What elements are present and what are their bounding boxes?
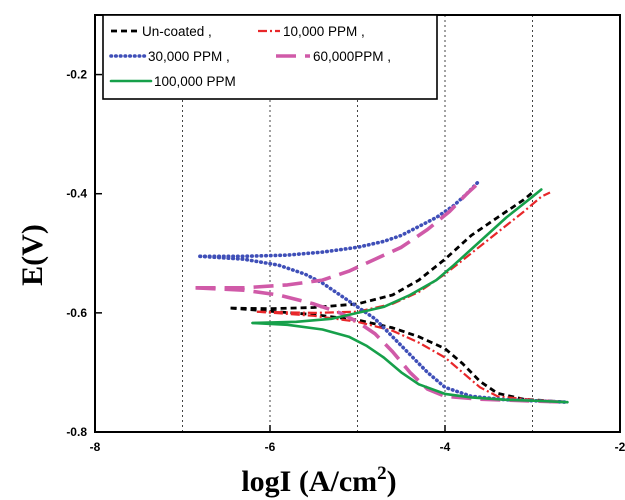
- legend-item: 60,000PPM ,: [276, 49, 391, 64]
- legend-item: 10,000 PPM ,: [258, 24, 365, 39]
- series-line-cathodic: [256, 310, 568, 404]
- series-line-anodic: [195, 180, 482, 290]
- series-line-cathodic: [251, 321, 569, 404]
- series-line-anodic: [230, 191, 534, 311]
- series-line-cathodic: [198, 254, 570, 405]
- x-axis-title: logI (A/cm2): [241, 463, 396, 498]
- y-tick-label: -0.4: [66, 187, 87, 201]
- y-tick-label: -0.8: [66, 425, 87, 439]
- series-line-cathodic: [195, 286, 568, 404]
- legend-item: 30,000 PPM ,: [109, 49, 230, 64]
- series-line-anodic: [256, 191, 551, 314]
- x-tick-label: -8: [90, 440, 101, 454]
- legend-box: [102, 14, 438, 100]
- legend-item: Un-coated ,: [111, 24, 212, 39]
- y-tick-label: -0.2: [66, 68, 87, 82]
- x-axis-title-tail: ): [387, 465, 397, 498]
- x-tick-label: -6: [265, 440, 276, 454]
- x-axis-title-superscript: 2: [377, 463, 387, 484]
- legend-label: 10,000 PPM ,: [283, 24, 365, 39]
- legend-item: 100,000 PPM: [109, 74, 236, 89]
- legend-label: 100,000 PPM: [154, 74, 236, 89]
- y-tick-label: -0.6: [66, 306, 87, 320]
- axis-ticks: -8 -6 -4 -2 -0.8 -0.6 -0.4 -0.2: [66, 68, 625, 454]
- series-line-anodic: [198, 180, 481, 259]
- x-tick-label: -2: [615, 440, 625, 454]
- legend-items: Un-coated , 10,000 PPM , 30,000 PPM , 60,00…: [109, 24, 391, 89]
- legend-label: Un-coated ,: [142, 24, 212, 39]
- x-tick-label: -4: [440, 440, 451, 454]
- series-lines: [195, 180, 570, 405]
- legend: Un-coated , 10,000 PPM , 30,000 PPM , 60,00…: [102, 14, 438, 100]
- legend-label: 60,000PPM ,: [313, 49, 391, 64]
- legend-label: 30,000 PPM ,: [148, 49, 230, 64]
- y-axis-title: E(V): [16, 224, 49, 286]
- x-axis-title-main: logI (A/cm: [241, 465, 377, 498]
- series-line-anodic: [251, 188, 543, 325]
